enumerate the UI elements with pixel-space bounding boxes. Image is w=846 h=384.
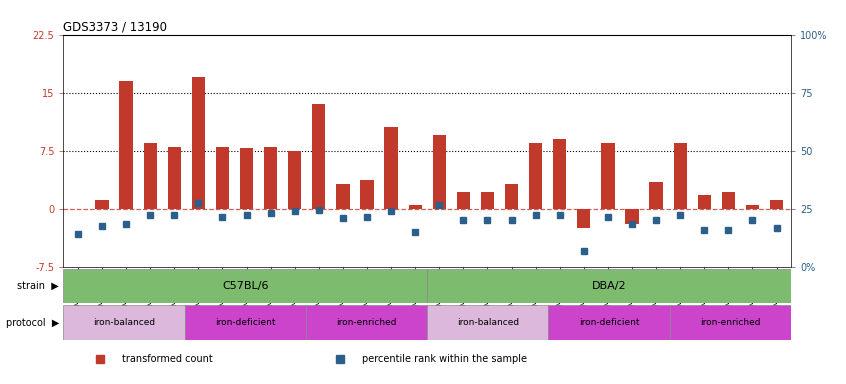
Bar — [457, 192, 470, 209]
Text: iron-balanced: iron-balanced — [457, 318, 519, 327]
Text: DBA/2: DBA/2 — [592, 281, 626, 291]
Bar — [384, 127, 398, 209]
Text: C57BL/6: C57BL/6 — [222, 281, 268, 291]
Bar — [432, 135, 446, 209]
Bar — [63, 305, 184, 340]
Bar — [650, 182, 662, 209]
Bar — [427, 269, 791, 303]
Bar — [722, 192, 735, 209]
Bar — [119, 81, 133, 209]
Bar — [553, 139, 566, 209]
Text: iron-deficient: iron-deficient — [579, 318, 640, 327]
Bar — [96, 200, 108, 209]
Bar — [336, 184, 349, 209]
Bar — [184, 305, 306, 340]
Bar — [481, 192, 494, 209]
Bar — [746, 205, 759, 209]
Bar — [288, 151, 301, 209]
Text: transformed count: transformed count — [122, 354, 212, 364]
Bar — [698, 195, 711, 209]
Bar — [360, 180, 374, 209]
Bar — [144, 143, 157, 209]
Bar — [264, 147, 277, 209]
Bar — [548, 305, 670, 340]
Bar — [770, 200, 783, 209]
Bar — [63, 269, 427, 303]
Text: strain  ▶: strain ▶ — [18, 281, 59, 291]
Bar — [409, 205, 422, 209]
Text: iron-deficient: iron-deficient — [215, 318, 276, 327]
Text: GDS3373 / 13190: GDS3373 / 13190 — [63, 20, 168, 33]
Text: protocol  ▶: protocol ▶ — [6, 318, 59, 328]
Bar — [192, 77, 205, 209]
Bar — [673, 143, 687, 209]
Bar — [577, 209, 591, 228]
Bar — [529, 143, 542, 209]
Text: iron-balanced: iron-balanced — [93, 318, 155, 327]
Text: iron-enriched: iron-enriched — [700, 318, 761, 327]
Text: percentile rank within the sample: percentile rank within the sample — [362, 354, 527, 364]
Bar — [505, 184, 518, 209]
Bar — [168, 147, 181, 209]
Bar — [312, 104, 326, 209]
Bar — [240, 148, 253, 209]
Bar — [625, 209, 639, 224]
Bar — [306, 305, 427, 340]
Bar — [216, 147, 229, 209]
Bar — [427, 305, 548, 340]
Text: iron-enriched: iron-enriched — [337, 318, 397, 327]
Bar — [670, 305, 791, 340]
Bar — [602, 143, 614, 209]
